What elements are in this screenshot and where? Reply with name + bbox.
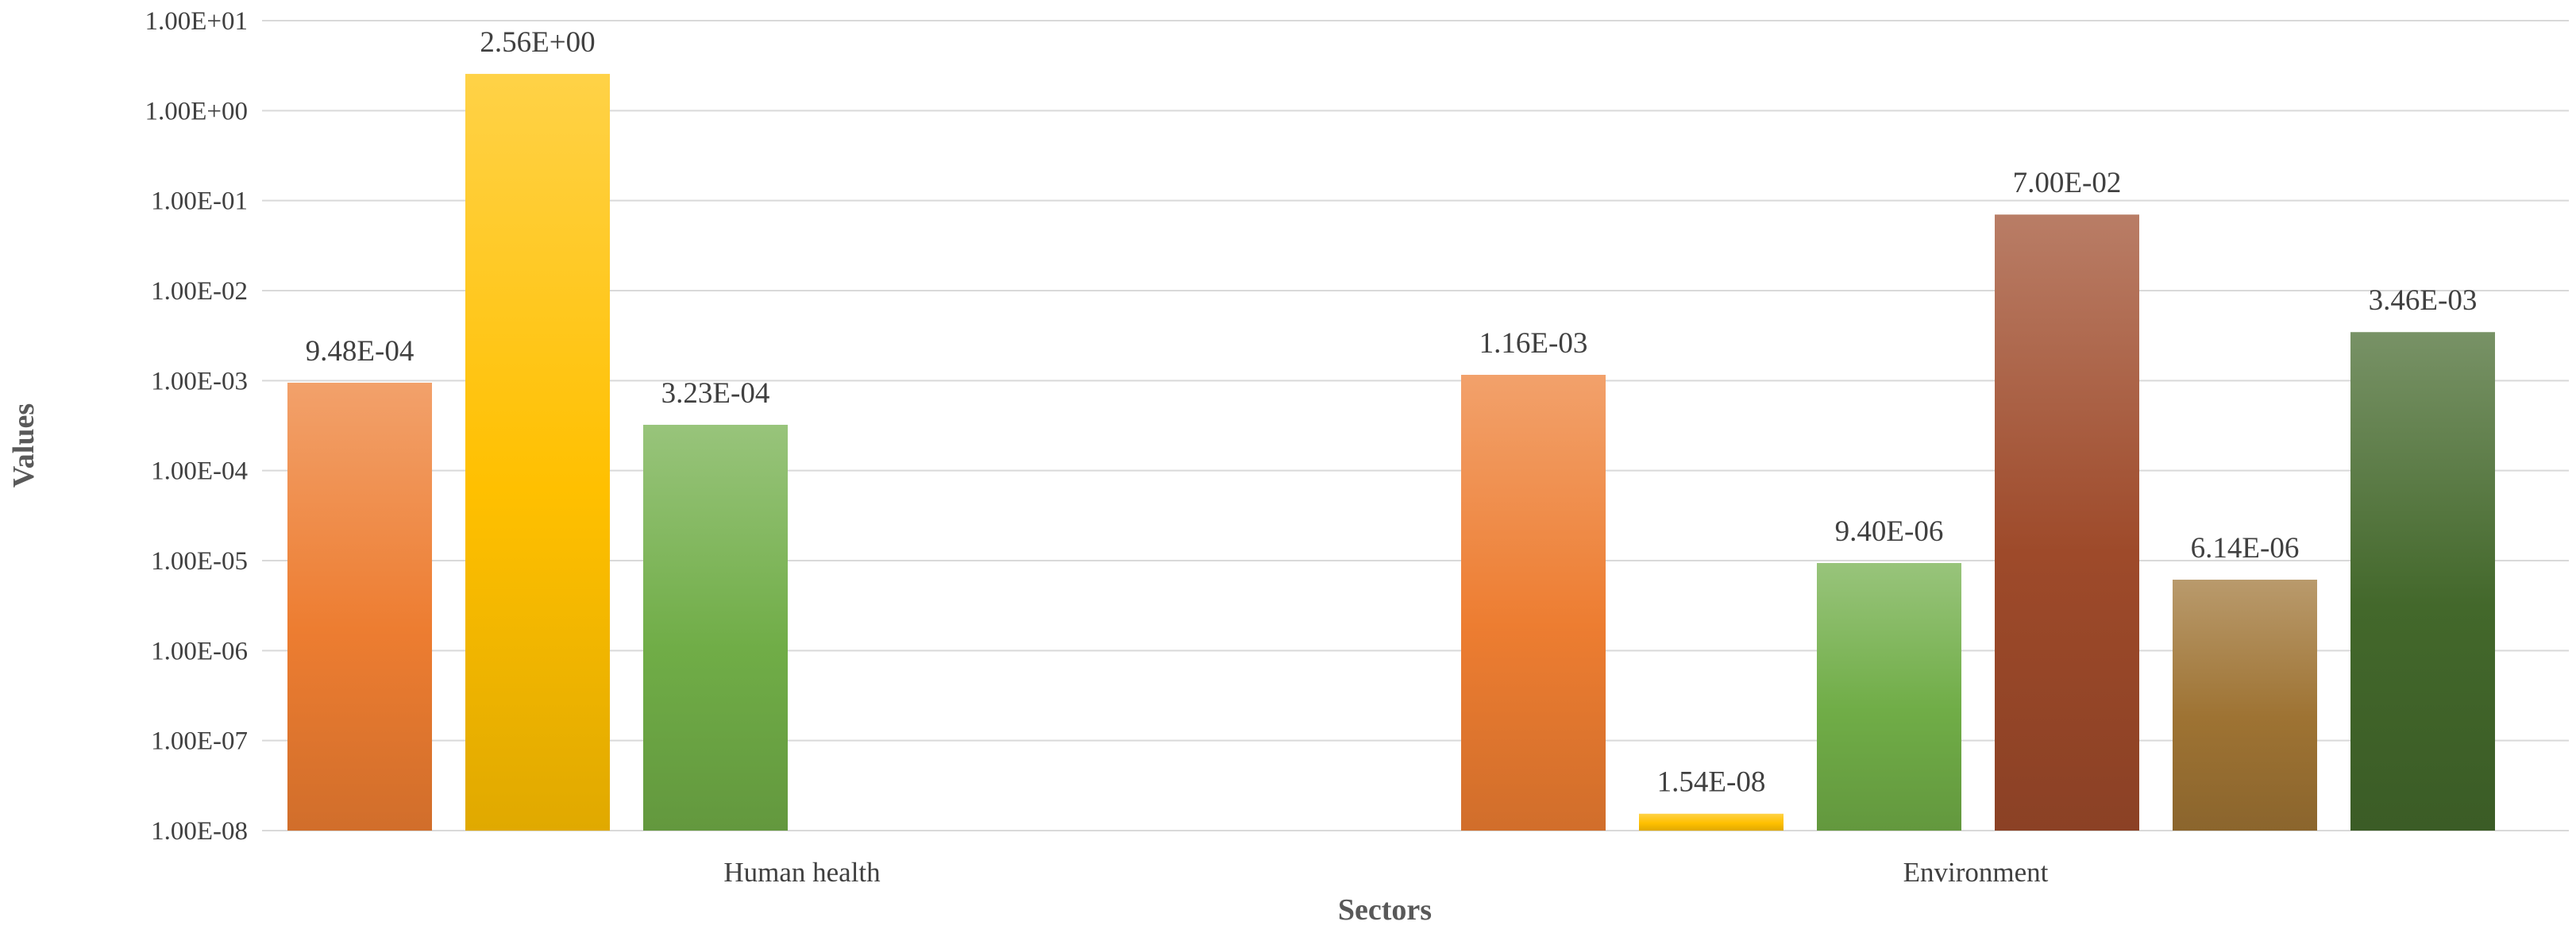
data-labels: 9.48E-04 2.56E+00 3.23E-04 1.16E-03 1.54E-08… — [306, 26, 2478, 799]
bars — [287, 74, 2495, 831]
y-axis-ticks: 1.00E-08 1.00E-07 1.00E-06 1.00E-05 1.00E-04… — [145, 7, 248, 846]
y-tick-label: 1.00E-06 — [151, 637, 248, 665]
x-category-label: Environment — [1903, 857, 2049, 888]
y-tick-label: 1.00E-02 — [151, 277, 248, 306]
bar-environment-3 — [1817, 563, 1961, 831]
y-tick-label: 1.00E-03 — [151, 367, 248, 395]
bar-environment-6 — [2350, 332, 2495, 831]
y-tick-label: 1.00E-07 — [151, 727, 248, 756]
x-category-label: Human health — [723, 857, 881, 888]
bar-human-health-3 — [643, 424, 788, 831]
data-label: 1.54E-08 — [1657, 766, 1766, 799]
data-label: 7.00E-02 — [2013, 167, 2122, 199]
y-tick-label: 1.00E-01 — [151, 187, 248, 216]
data-label: 1.16E-03 — [1479, 327, 1588, 360]
bar-environment-5 — [2173, 580, 2317, 831]
data-label: 2.56E+00 — [480, 26, 595, 59]
bar-environment-4 — [1995, 214, 2139, 831]
x-axis-categories: Human health Environment — [723, 857, 2048, 888]
bar-human-health-2 — [465, 74, 610, 831]
bar-human-health-1 — [287, 382, 432, 831]
bar-environment-2 — [1639, 813, 1784, 831]
bar-environment-1 — [1461, 375, 1606, 831]
y-tick-label: 1.00E-05 — [151, 547, 248, 576]
data-label: 3.23E-04 — [661, 377, 770, 410]
data-label: 9.48E-04 — [306, 335, 415, 368]
y-tick-label: 1.00E-08 — [151, 817, 248, 846]
y-tick-label: 1.00E-04 — [151, 457, 248, 486]
y-axis-title: Values — [7, 403, 40, 488]
data-label: 9.40E-06 — [1835, 515, 1944, 548]
y-tick-label: 1.00E+01 — [145, 7, 248, 36]
data-label: 3.46E-03 — [2369, 284, 2478, 317]
data-label: 6.14E-06 — [2191, 532, 2300, 565]
x-axis-title: Sectors — [1338, 893, 1432, 927]
y-tick-label: 1.00E+00 — [145, 97, 248, 125]
